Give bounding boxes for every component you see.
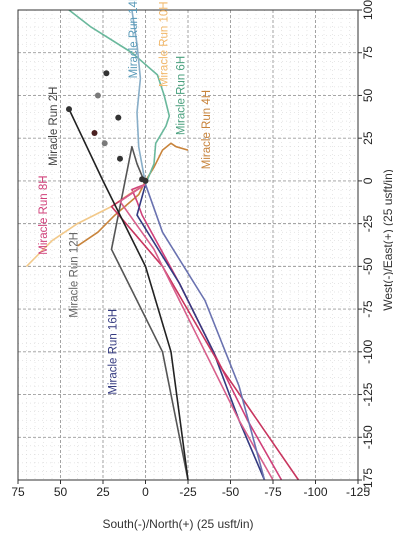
series-line-10: [68, 108, 189, 481]
marker-2: [66, 106, 72, 113]
series-line-2: [68, 9, 171, 185]
marker-7: [94, 92, 101, 99]
series-label-4: Miracle Run 10H: [159, 1, 171, 87]
series-label-0: Miracle Run 2H: [48, 87, 60, 166]
y-tick-label-2: -75: [264, 485, 282, 499]
series-label-1: Miracle Run 4H: [201, 90, 213, 169]
y-tick-label-6: 25: [96, 485, 110, 499]
series-line-5: [110, 145, 189, 481]
x-tick-label-6: -25: [361, 215, 375, 233]
y-tick-label-4: -25: [179, 485, 197, 499]
marker-8: [101, 140, 108, 147]
series-line-0: [77, 180, 147, 247]
marker-3: [91, 130, 98, 137]
y-tick-label-5: 0: [142, 485, 149, 499]
marker-4: [117, 155, 123, 162]
x-tick-labels: -175 -150 -125 -100 -75 -50 -25 0 25 50 75 100: [358, 0, 375, 492]
x-tick-label-3: -100: [361, 339, 375, 363]
marker-5: [115, 114, 122, 121]
series-label-7: Miracle Run 16H: [108, 309, 120, 395]
series-labels: Miracle Run 2H Miracle Run 4H Miracle Run …: [38, 0, 213, 395]
x-tick-label-7: 0: [361, 177, 375, 184]
x-tick-label-2: -125: [361, 382, 375, 406]
y-tick-labels: -125 -100 -75 -50 -25 0 25 50 75: [11, 480, 370, 499]
x-tick-label-1: -150: [361, 425, 375, 449]
series-line-7: [136, 184, 266, 481]
series-label-3: Miracle Run 8H: [38, 175, 50, 254]
marker-6: [103, 70, 110, 77]
x-tick-label-8: 25: [361, 131, 375, 145]
x-axis-label: West(-)/East(+) (25 usft/in): [381, 169, 393, 310]
series-group: [25, 9, 300, 481]
y-tick-label-3: -50: [222, 485, 240, 499]
series-line-3: [131, 183, 283, 481]
series-line-11: [144, 184, 266, 481]
y-axis-label: South(-)/North(+) (25 usft/in): [102, 517, 253, 531]
marker-1: [139, 176, 146, 183]
y-tick-label-7: 50: [54, 485, 68, 499]
x-tick-label-4: -75: [361, 300, 375, 318]
x-tick-label-11: 100: [361, 0, 375, 20]
y-tick-label-0: -125: [346, 485, 370, 499]
markers-group: [66, 70, 149, 184]
series-line-6: [131, 9, 147, 185]
x-tick-label-0: -175: [361, 468, 375, 492]
series-label-6: Miracle Run 14H: [128, 0, 140, 78]
series-line-1: [144, 142, 189, 182]
y-tick-label-8: 75: [11, 485, 25, 499]
x-tick-label-5: -50: [361, 257, 375, 275]
y-tick-label-1: -100: [303, 485, 327, 499]
series-label-2: Miracle Run 6H: [176, 56, 188, 135]
x-tick-label-9: 50: [361, 88, 375, 102]
series-line-9: [119, 183, 274, 481]
series-label-5: Miracle Run 12H: [69, 232, 81, 318]
x-tick-label-10: 75: [361, 46, 375, 60]
